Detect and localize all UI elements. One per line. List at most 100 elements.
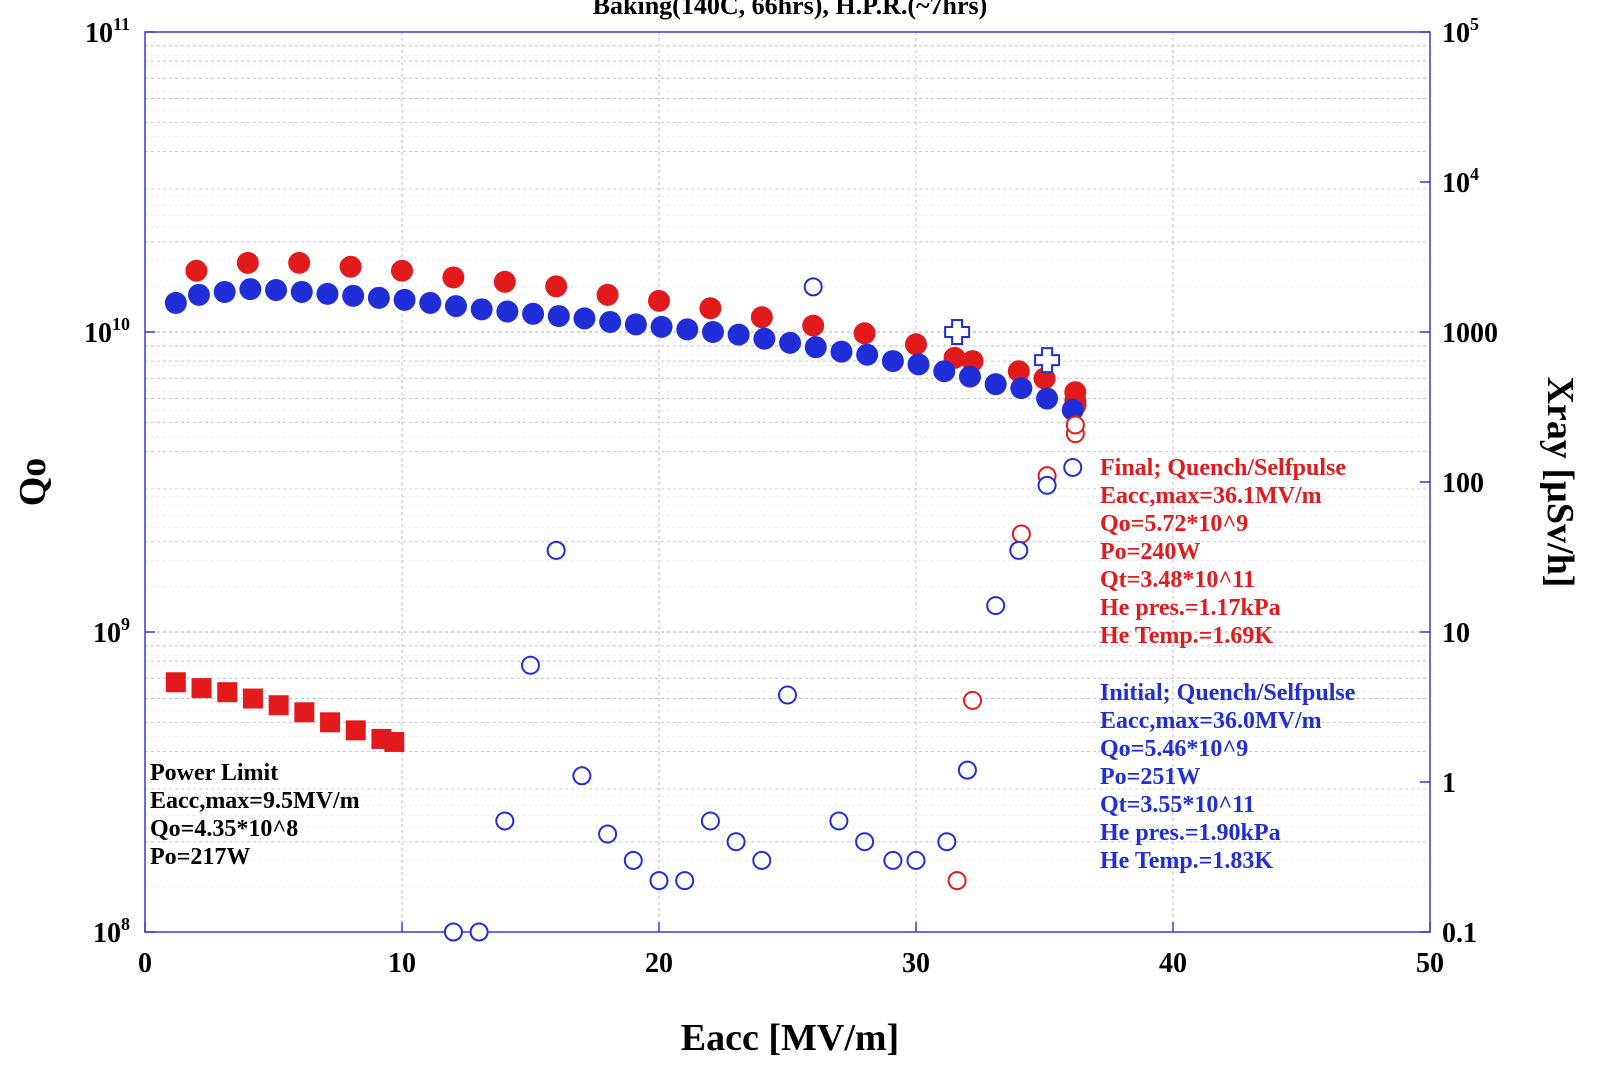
annotation-line: Po=217W	[150, 844, 250, 870]
point-initial_qo	[290, 280, 313, 303]
point-initial_xray	[649, 871, 669, 891]
point-final_xray	[1011, 524, 1031, 544]
point-initial_qo	[573, 307, 596, 330]
point-initial_qo	[984, 373, 1007, 396]
y2-axis-label: Xray [µSv/h]	[1539, 377, 1581, 588]
point-power_limit_qo	[268, 695, 289, 716]
point-final_qo	[236, 251, 259, 274]
point-initial_xray	[546, 540, 566, 560]
point-initial_xray	[1037, 475, 1057, 495]
point-initial_qo	[187, 283, 210, 306]
x-tick-label: 0	[138, 948, 152, 979]
point-initial_qo	[958, 365, 981, 388]
y2-tick-label: 1	[1442, 768, 1456, 799]
point-final_qo	[699, 297, 722, 320]
point-initial_qo	[804, 336, 827, 359]
point-final_qo	[442, 266, 465, 289]
point-initial_qo	[830, 340, 853, 363]
point-initial_qo	[856, 343, 879, 366]
y-tick-label: 1010	[84, 314, 130, 349]
annotation-line: Qo=4.35*10^8	[150, 816, 298, 842]
point-initial_xray	[803, 277, 823, 297]
point-initial_xray	[726, 832, 746, 852]
point-initial_xray	[855, 832, 875, 852]
y-axis-label: Qo	[12, 458, 54, 507]
point-power_limit_qo	[242, 688, 263, 709]
point-final_qo	[493, 270, 516, 293]
point-final_qo	[648, 289, 670, 312]
point-initial_qo	[701, 321, 724, 343]
point-initial_qo	[881, 350, 904, 373]
axis-ticks: 0 10 20 30 40 50 108 109 1010 1011 0.1 1 10 100 1000 10…	[84, 14, 1498, 979]
annotation-line: He Temp.=1.83K	[1100, 848, 1273, 874]
point-initial_xray	[906, 850, 926, 870]
y-tick-label: 1011	[85, 14, 130, 49]
point-initial_xray	[937, 832, 957, 852]
point-final_qo	[288, 251, 311, 274]
point-initial_xray	[957, 760, 977, 780]
point-final_qo	[545, 275, 568, 298]
point-initial_xray	[443, 922, 463, 942]
point-xray_cross	[944, 319, 971, 345]
annotation-line: Eacc,max=36.1MV/m	[1100, 483, 1322, 509]
annotation-power-limit: Power LimitEacc,max=9.5MV/mQo=4.35*10^8P…	[150, 760, 360, 870]
series-xray_cross	[944, 319, 1061, 374]
point-initial_xray	[883, 850, 903, 870]
point-initial_qo	[753, 327, 776, 350]
point-final_qo	[185, 259, 208, 282]
point-initial_qo	[599, 310, 622, 333]
data-marks	[164, 251, 1087, 942]
chart-title: Baking(140C, 66hrs), H.P.R.(~7hrs)	[593, 0, 988, 20]
point-final_qo	[391, 259, 413, 282]
point-initial_qo	[239, 278, 262, 301]
point-final_qo	[339, 255, 362, 278]
annotation-line: Po=240W	[1100, 539, 1200, 565]
annotation-final: Final; Quench/SelfpulseEacc,max=36.1MV/m…	[1100, 455, 1346, 649]
point-initial_qo	[470, 298, 493, 321]
y2-tick-label: 0.1	[1442, 918, 1477, 949]
point-initial_qo	[727, 323, 750, 346]
point-initial_xray	[829, 811, 849, 831]
point-initial_xray	[495, 811, 515, 831]
annotation-line: He Temp.=1.69K	[1100, 623, 1273, 649]
point-initial_qo	[316, 282, 339, 305]
point-power_limit_qo	[384, 731, 405, 752]
annotation-line: Final; Quench/Selfpulse	[1100, 455, 1346, 481]
series-initial_xray	[443, 277, 1083, 942]
point-initial_xray	[700, 811, 720, 831]
point-xray_cross	[1034, 347, 1061, 374]
point-initial_qo	[779, 331, 802, 354]
point-initial_qo	[213, 280, 236, 303]
annotation-line: Qt=3.48*10^11	[1100, 567, 1255, 593]
point-final_qo	[853, 322, 876, 345]
point-initial_xray	[623, 850, 643, 870]
point-initial_xray	[778, 685, 797, 705]
point-initial_qo	[676, 318, 699, 341]
point-initial_xray	[598, 824, 618, 844]
annotation-line: He pres.=1.17kPa	[1100, 595, 1281, 621]
point-initial_xray	[1009, 540, 1029, 560]
y2-tick-label: 100	[1442, 468, 1484, 499]
annotation-line: Eacc,max=9.5MV/m	[150, 788, 360, 814]
series-power_limit_qo	[165, 672, 405, 752]
point-final_xray	[947, 871, 967, 891]
point-initial_xray	[521, 655, 540, 675]
x-tick-label: 10	[388, 948, 416, 979]
y-tick-label: 109	[93, 614, 130, 649]
annotation-initial: Initial; Quench/SelfpulseEacc,max=36.0MV…	[1100, 680, 1356, 874]
y2-tick-label: 105	[1442, 14, 1479, 49]
point-power_limit_qo	[345, 720, 366, 741]
point-initial_qo	[164, 291, 187, 314]
point-initial_qo	[419, 291, 442, 314]
y2-tick-label: 10	[1442, 618, 1470, 649]
x-tick-label: 50	[1416, 948, 1444, 979]
point-initial_xray	[1063, 457, 1083, 477]
annotation-line: Qt=3.55*10^11	[1100, 792, 1255, 818]
point-power_limit_qo	[165, 672, 186, 693]
point-initial_qo	[1061, 398, 1084, 421]
annotation-line: Power Limit	[150, 760, 278, 786]
point-initial_qo	[1010, 377, 1033, 400]
annotations: Power LimitEacc,max=9.5MV/mQo=4.35*10^8P…	[150, 455, 1356, 874]
point-initial_xray	[469, 922, 489, 942]
